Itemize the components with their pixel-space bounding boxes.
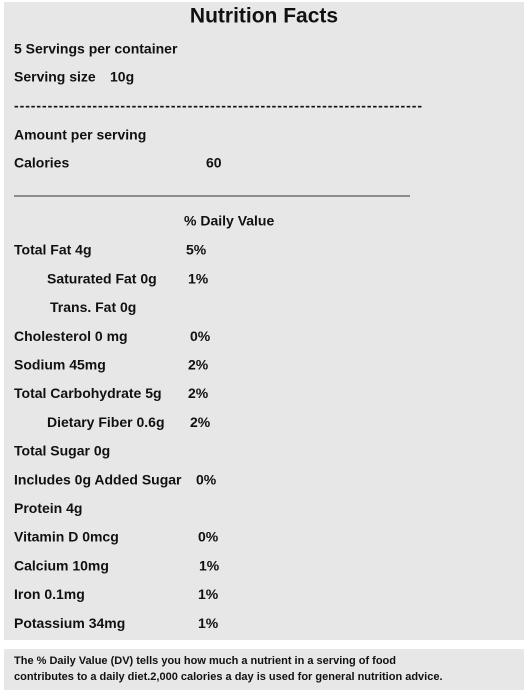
- footer-panel: [4, 649, 524, 690]
- nutrient-name: Includes 0g Added Sugar: [14, 471, 182, 487]
- footer-line: contributes to a daily diet.2,000 calori…: [14, 671, 443, 683]
- nutrient-name: Sodium 45mg: [14, 357, 106, 373]
- nutrient-name: Potassium 34mg: [14, 615, 125, 631]
- nutrient-dv: 2%: [188, 385, 209, 401]
- nutrient-name: Total Carbohydrate 5g: [14, 385, 162, 401]
- nutrient-name: Dietary Fiber 0.6g: [47, 414, 165, 430]
- nutrient-dv: 1%: [199, 557, 220, 573]
- nutrient-dv: 0%: [196, 471, 217, 487]
- daily-value-header: % Daily Value: [184, 213, 274, 229]
- main-panel: [4, 2, 524, 640]
- footer-line: The % Daily Value (DV) tells you how muc…: [14, 655, 396, 667]
- nutrient-name: Trans. Fat 0g: [50, 299, 136, 315]
- nutrient-rows: Total Fat 4g 5% Saturated Fat 0g 1% Trans. F…: [14, 242, 220, 631]
- nutrient-dv: 1%: [198, 586, 219, 602]
- title: Nutrition Facts: [190, 5, 338, 28]
- nutrient-name: Total Fat 4g: [14, 242, 92, 258]
- calories-value: 60: [206, 155, 222, 171]
- nutrient-name: Cholesterol 0 mg: [14, 328, 128, 344]
- nutrient-dv: 1%: [188, 270, 209, 286]
- nutrient-dv: 1%: [198, 615, 219, 631]
- nutrient-dv: 0%: [198, 529, 219, 545]
- calories-label: Calories: [14, 155, 69, 171]
- nutrient-name: Saturated Fat 0g: [47, 270, 157, 286]
- serving-size-value: 10g: [110, 69, 134, 85]
- serving-size-label: Serving size: [14, 69, 96, 85]
- servings: 5 Servings per container: [14, 41, 178, 57]
- nutrient-dv: 5%: [186, 242, 207, 258]
- nutrient-name: Protein 4g: [14, 500, 82, 516]
- nutrient-dv: 2%: [188, 357, 209, 373]
- nutrient-name: Iron 0.1mg: [14, 586, 85, 602]
- separator: ----------------------------------------…: [14, 98, 422, 114]
- amount-per-serving: Amount per serving: [14, 127, 146, 143]
- nutrient-name: Total Sugar 0g: [14, 443, 110, 459]
- nutrient-name: Vitamin D 0mcg: [14, 529, 119, 545]
- nutrient-name: Calcium 10mg: [14, 557, 109, 573]
- nutrient-dv: 0%: [190, 328, 211, 344]
- nutrient-dv: 2%: [190, 414, 211, 430]
